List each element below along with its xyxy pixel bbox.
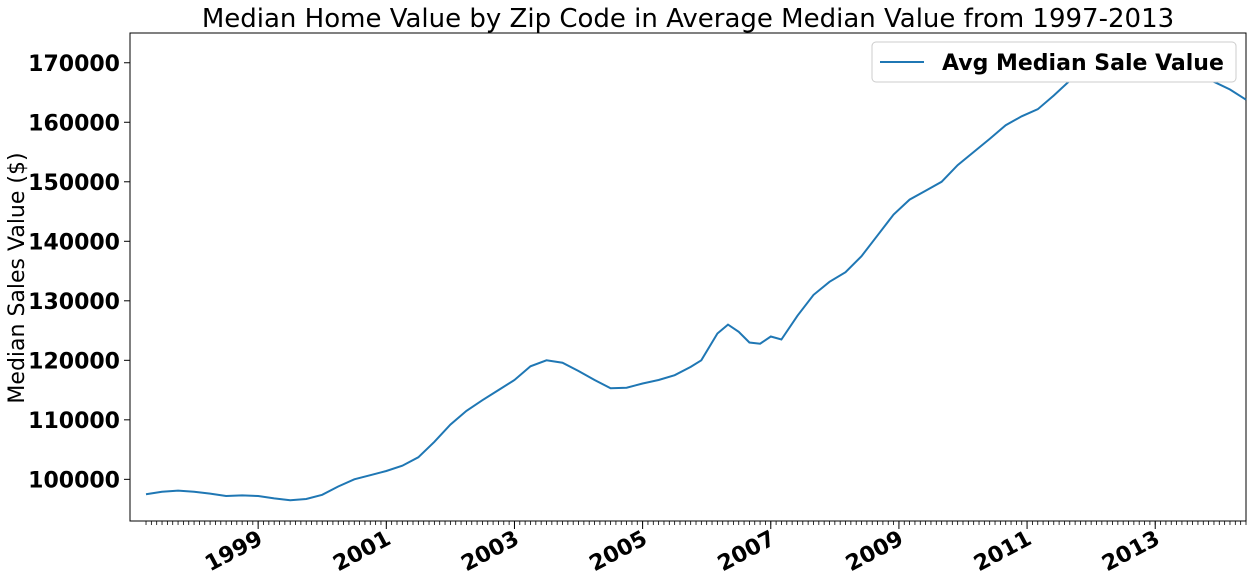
y-tick-label: 140000 — [28, 230, 120, 255]
y-tick-label: 130000 — [28, 290, 120, 315]
x-tick-label: 1999 — [201, 526, 267, 577]
x-axis: 1999 2001 2003 2005 2007 2009 2011 2013 — [201, 521, 1164, 577]
y-tick-label: 100000 — [28, 468, 120, 493]
chart-title: Median Home Value by Zip Code in Average… — [202, 4, 1174, 34]
legend-label: Avg Median Sale Value — [942, 51, 1224, 76]
y-tick-label: 110000 — [28, 409, 120, 434]
y-tick-label: 150000 — [28, 171, 120, 196]
x-tick-label: 2001 — [329, 526, 395, 577]
x-tick-label: 2013 — [1098, 526, 1164, 577]
y-tick-label: 160000 — [28, 111, 120, 136]
x-tick-label: 2003 — [457, 526, 523, 577]
y-axis-label: Median Sales Value ($) — [5, 152, 30, 403]
x-tick-label: 2009 — [842, 526, 908, 577]
legend: Avg Median Sale Value — [871, 41, 1237, 83]
plot-frame — [129, 32, 1247, 522]
legend-box — [871, 41, 1237, 83]
series-line-avg-median-sale-value — [145, 53, 1247, 502]
y-tick-label: 120000 — [28, 349, 120, 374]
x-tick-label: 2005 — [586, 526, 652, 577]
y-axis: 100000 110000 120000 130000 140000 150000 1600… — [28, 52, 130, 493]
x-axis-minor-ticks — [145, 521, 1247, 525]
x-tick-label: 2007 — [714, 526, 780, 577]
y-tick-label: 170000 — [28, 52, 120, 77]
x-tick-label: 2011 — [970, 526, 1036, 577]
